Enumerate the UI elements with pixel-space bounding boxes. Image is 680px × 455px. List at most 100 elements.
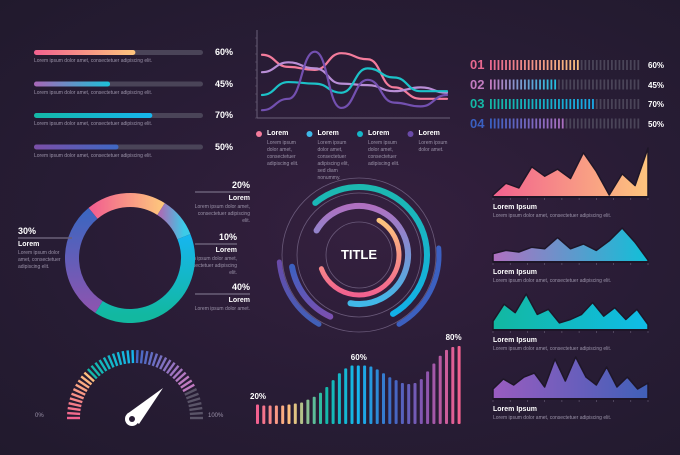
segment-bar: [493, 118, 496, 129]
gauge-tick: [67, 411, 81, 416]
gauge-tick: [116, 351, 123, 366]
legend-dot: [306, 131, 313, 137]
segment-bar: [539, 60, 541, 70]
segment-bar: [490, 99, 492, 109]
segment-bar: [501, 79, 504, 90]
segment-index: 01: [470, 57, 485, 72]
segment-bar: [603, 79, 606, 90]
segment-bar: [607, 118, 609, 129]
wave-column: [312, 396, 316, 424]
segment-bar: [501, 118, 504, 129]
donut-slice-title: Lorem: [215, 247, 237, 254]
wave-column: [451, 346, 455, 424]
progress-percent: 70%: [215, 110, 234, 120]
segment-bar: [508, 79, 511, 90]
wave-column: [413, 383, 417, 424]
segment-index: 04: [470, 115, 485, 131]
segment-bar: [626, 79, 628, 90]
progress-description: Lorem ipsum dolor amet, consectetuer adi…: [34, 58, 153, 64]
segment-bar: [520, 99, 523, 109]
segment-bar: [527, 99, 530, 109]
segment-bar: [512, 60, 515, 70]
segment-bar: [520, 79, 523, 90]
wave-column: [344, 368, 348, 424]
segment-bar: [629, 118, 632, 129]
legend-dot: [256, 131, 262, 137]
ring-arc-outer-bottom: [289, 263, 334, 320]
segment-bar: [584, 79, 587, 90]
gauge-tick: [107, 354, 115, 368]
wave-column: [407, 384, 411, 424]
segment-bar: [580, 60, 583, 70]
wave-column: [262, 405, 266, 424]
segment-bar: [629, 99, 632, 109]
gauge-tick: [177, 375, 190, 386]
segment-bar: [550, 79, 553, 90]
segment-index: 02: [470, 76, 485, 92]
segment-bar: [595, 118, 598, 129]
segment-bar: [618, 99, 621, 109]
gauge-tick: [189, 406, 203, 412]
line-series: [260, 61, 449, 94]
gauge-tick: [162, 359, 172, 372]
wave-column: [268, 405, 272, 424]
segment-bar: [637, 79, 640, 90]
wave-column: [287, 404, 291, 424]
area-shape: [492, 356, 649, 400]
segment-bar: [490, 60, 492, 70]
segment-bar: [512, 99, 515, 109]
segment-bar: [588, 60, 591, 70]
segment-bar: [542, 79, 545, 90]
segment-bar: [554, 118, 557, 129]
ring-arc-outermost-right: [396, 245, 442, 327]
ring-arc-inner: [318, 217, 402, 298]
legend-description: Lorem ipsum dolor amet, consectetuer adi…: [267, 140, 299, 167]
segment-bar: [626, 118, 628, 129]
segment-bar: [622, 79, 625, 90]
segment-bar: [558, 118, 560, 129]
donut-slice-title: Lorem: [228, 297, 250, 304]
wave-column: [382, 373, 385, 424]
segment-bar: [588, 79, 591, 90]
wave-column: [331, 380, 335, 424]
ring-arc-outer: [312, 184, 430, 317]
segment-bar: [603, 99, 606, 109]
gauge-tick: [102, 356, 111, 370]
segment-bar: [550, 60, 553, 70]
area-description: Lorem ipsum dolor amet, consectetuer adi…: [493, 346, 612, 352]
donut-percent: 20%: [231, 180, 250, 190]
segment-percent: 45%: [648, 80, 665, 90]
legend-label: Lorem: [368, 130, 390, 137]
donut-slice: [65, 207, 103, 313]
gauge-tick: [172, 368, 184, 380]
gauge-tick: [182, 383, 195, 393]
segment-bar: [546, 99, 549, 109]
gauge-tick: [126, 350, 131, 364]
segment-bar: [561, 60, 564, 70]
gauge-tick: [80, 375, 93, 386]
segment-bar: [622, 118, 625, 129]
gauge-tick: [67, 406, 81, 412]
segment-bar: [550, 99, 553, 109]
area-title: Lorem Ipsum: [493, 204, 537, 211]
segment-bar: [497, 118, 500, 129]
wave-column: [426, 371, 430, 424]
wave-column: [432, 363, 436, 424]
segment-bar: [558, 79, 560, 90]
wave-column: [356, 365, 360, 424]
gauge-tick: [72, 388, 86, 396]
segment-bar: [520, 118, 523, 129]
gauge-tick: [83, 371, 95, 383]
wave-column: [274, 405, 278, 424]
segment-bar: [512, 118, 515, 129]
area-description: Lorem ipsum dolor amet, consectetuer adi…: [493, 278, 612, 284]
area-title: Lorem Ipsum: [493, 337, 537, 344]
segment-bar: [595, 99, 598, 109]
segment-bar: [527, 118, 530, 129]
line-series: [260, 50, 449, 112]
segment-bar: [497, 79, 500, 90]
segment-bar: [599, 99, 602, 109]
segment-bar: [599, 79, 602, 90]
segment-bar: [539, 118, 541, 129]
